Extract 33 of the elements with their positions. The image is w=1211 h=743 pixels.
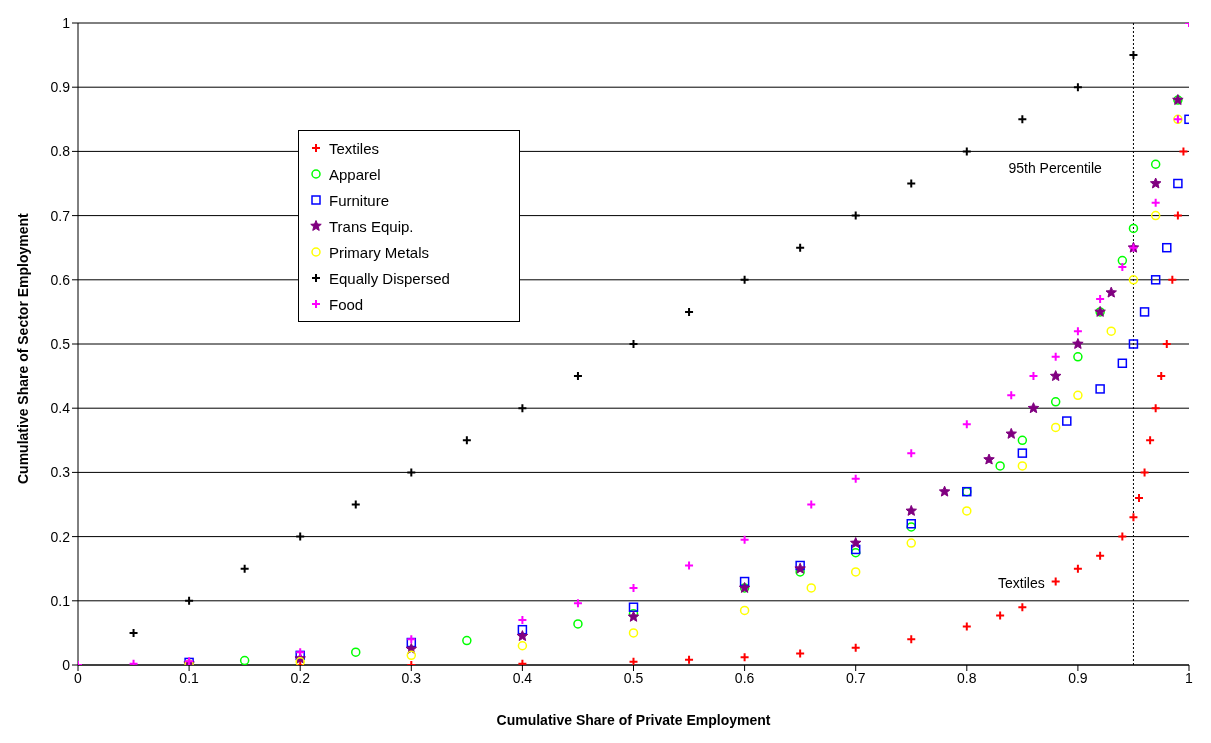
x-axis-title: Cumulative Share of Private Employment	[496, 712, 771, 728]
y-tick-label: 0.7	[50, 207, 71, 224]
y-tick-label: 0.5	[50, 335, 71, 352]
x-tick-label: 0.5	[623, 669, 644, 686]
y-axis-title: Cumulative Share of Sector Employment	[14, 212, 31, 484]
x-tick-label: 0.6	[734, 669, 755, 686]
x-tick-label: 0.9	[1068, 669, 1088, 686]
legend-label: Apparel	[329, 165, 381, 183]
y-tick-label: 0.1	[50, 592, 71, 609]
legend-label: Furniture	[329, 191, 390, 209]
x-tick-label: 0.4	[512, 669, 533, 686]
x-tick-label: 0.2	[290, 669, 311, 686]
x-tick-label: 1	[1185, 669, 1194, 686]
x-tick-label: 0.8	[957, 669, 977, 686]
y-tick-label: 0.6	[50, 271, 71, 288]
legend-label: Textiles	[329, 139, 380, 157]
legend-label: Trans Equip.	[329, 217, 414, 235]
x-tick-label: 0.1	[179, 669, 200, 686]
ref-line-label: 95th Percentile	[1008, 159, 1103, 176]
y-tick-label: 1	[62, 14, 71, 31]
y-tick-label: 0.2	[50, 528, 71, 545]
legend-label: Primary Metals	[329, 243, 430, 261]
y-tick-label: 0.9	[50, 79, 71, 96]
y-tick-label: 0.4	[50, 400, 71, 417]
x-tick-label: 0	[74, 669, 83, 686]
legend-label: Equally Dispersed	[329, 269, 450, 287]
y-tick-label: 0.8	[50, 143, 71, 160]
annotation: Textiles	[998, 575, 1045, 591]
y-tick-label: 0.3	[50, 464, 71, 481]
x-tick-label: 0.7	[845, 669, 866, 686]
x-tick-label: 0.3	[401, 669, 422, 686]
legend-label: Food	[329, 295, 364, 313]
y-tick-label: 0	[62, 656, 71, 673]
